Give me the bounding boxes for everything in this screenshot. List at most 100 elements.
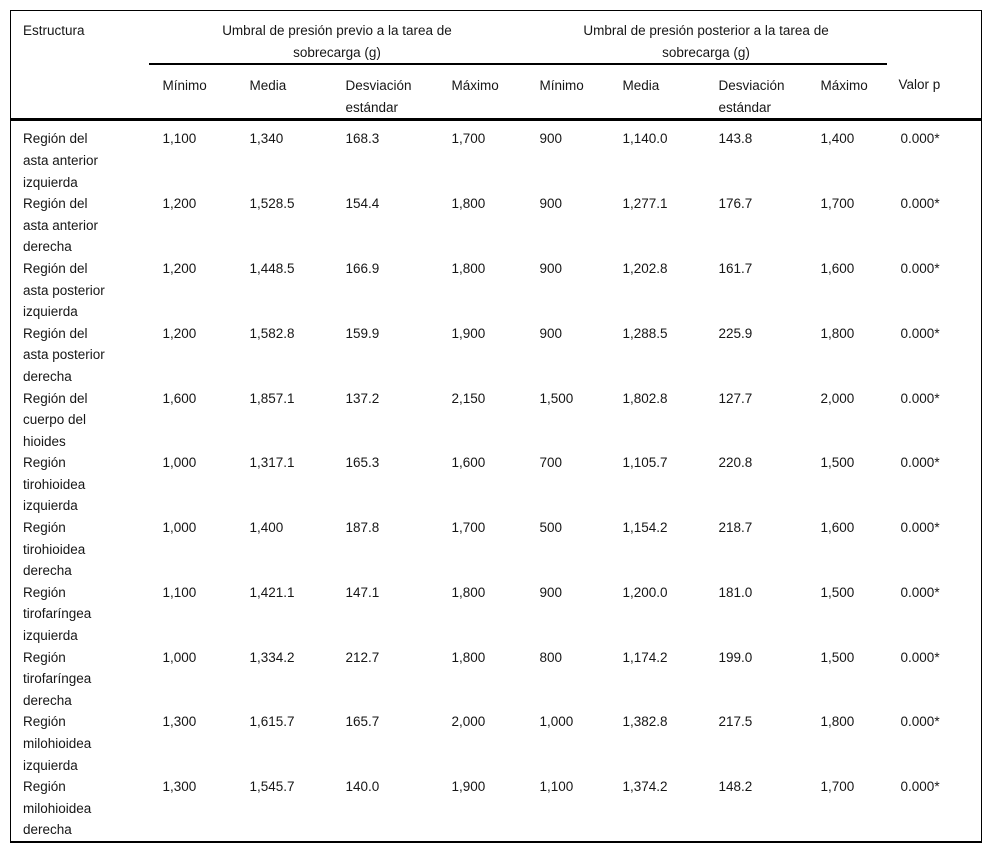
cell-post-maximo: 1,700 <box>820 196 855 212</box>
cell-prev-media: 1,334.2 <box>249 649 295 665</box>
cell-prev-minimo: 1,300 <box>162 714 197 730</box>
table-row: Región del asta posterior derecha 1,200 … <box>11 323 982 388</box>
cell-post-minimo: 700 <box>539 455 563 471</box>
column-header-prev-desviacion: Desviación estándar <box>331 64 438 122</box>
cell-post-media: 1,202.8 <box>622 260 668 276</box>
header-spacer <box>887 11 982 65</box>
cell-post-maximo: 1,400 <box>820 131 855 147</box>
cell-prev-media: 1,340 <box>249 131 284 147</box>
cell-valor-p: 0.000* <box>900 131 940 147</box>
cell-prev-desviacion: 168.3 <box>345 131 380 147</box>
cell-prev-minimo: 1,000 <box>162 455 197 471</box>
table-row: Región tirohioidea derecha 1,000 1,400 1… <box>11 517 982 582</box>
column-header-post-media: Media <box>608 64 705 122</box>
cell-prev-maximo: 1,800 <box>451 196 486 212</box>
pressure-threshold-table: Estructura Umbral de presión previo a la… <box>10 10 983 843</box>
cell-post-media: 1,140.0 <box>622 131 668 147</box>
column-header-prev-minimo: Mínimo <box>148 64 236 122</box>
cell-prev-maximo: 1,900 <box>451 325 486 341</box>
cell-valor-p: 0.000* <box>900 196 940 212</box>
cell-post-media: 1,154.2 <box>622 520 668 536</box>
cell-post-media: 1,802.8 <box>622 390 668 406</box>
cell-post-desviacion: 199.0 <box>718 649 753 665</box>
table-row: Región del cuerpo del hioides 1,600 1,85… <box>11 388 982 453</box>
table-row: Región milohioidea derecha 1,300 1,545.7… <box>11 776 982 842</box>
cell-prev-minimo: 1,200 <box>162 260 197 276</box>
cell-post-desviacion: 148.2 <box>718 779 753 795</box>
cell-prev-maximo: 1,600 <box>451 455 486 471</box>
table-row: Región del asta anterior derecha 1,200 1… <box>11 193 982 258</box>
column-group-umbral-posterior: Umbral de presión posterior a la tarea d… <box>525 10 887 66</box>
cell-post-maximo: 1,600 <box>820 260 855 276</box>
cell-prev-minimo: 1,600 <box>162 390 197 406</box>
cell-post-desviacion: 217.5 <box>718 714 753 730</box>
cell-post-media: 1,288.5 <box>622 325 668 341</box>
column-group-umbral-previo: Umbral de presión previo a la tarea de s… <box>148 10 526 66</box>
cell-estructura: Región del asta posterior derecha <box>23 325 105 384</box>
cell-valor-p: 0.000* <box>900 260 940 276</box>
header-spacer <box>10 64 149 122</box>
cell-prev-desviacion: 166.9 <box>345 260 380 276</box>
cell-estructura: Región milohioidea izquierda <box>23 714 92 773</box>
table-row: Región tirohioidea izquierda 1,000 1,317… <box>11 452 982 517</box>
cell-prev-desviacion: 165.7 <box>345 714 380 730</box>
cell-post-desviacion: 127.7 <box>718 390 753 406</box>
cell-post-minimo: 1,100 <box>539 779 574 795</box>
cell-post-media: 1,174.2 <box>622 649 668 665</box>
cell-post-maximo: 1,500 <box>820 649 855 665</box>
cell-estructura: Región tirohioidea izquierda <box>23 455 86 514</box>
cell-post-desviacion: 181.0 <box>718 584 753 600</box>
cell-post-minimo: 500 <box>539 520 563 536</box>
cell-valor-p: 0.000* <box>900 714 940 730</box>
cell-post-maximo: 1,500 <box>820 584 855 600</box>
cell-estructura: Región tirohioidea derecha <box>23 520 86 579</box>
cell-prev-media: 1,528.5 <box>249 196 295 212</box>
column-header-post-minimo: Mínimo <box>525 64 609 122</box>
cell-prev-desviacion: 154.4 <box>345 196 380 212</box>
cell-prev-desviacion: 147.1 <box>345 584 380 600</box>
cell-prev-minimo: 1,200 <box>162 196 197 212</box>
cell-prev-desviacion: 187.8 <box>345 520 380 536</box>
cell-post-minimo: 800 <box>539 649 563 665</box>
cell-post-maximo: 1,500 <box>820 455 855 471</box>
cell-valor-p: 0.000* <box>900 584 940 600</box>
table-row: Región tirofaríngea derecha 1,000 1,334.… <box>11 647 982 712</box>
cell-post-maximo: 1,800 <box>820 325 855 341</box>
column-header-estructura: Estructura <box>23 23 85 38</box>
cell-prev-minimo: 1,100 <box>162 131 197 147</box>
cell-post-media: 1,374.2 <box>622 779 668 795</box>
cell-post-media: 1,382.8 <box>622 714 668 730</box>
cell-post-minimo: 900 <box>539 584 563 600</box>
cell-post-maximo: 1,600 <box>820 520 855 536</box>
column-header-valor-p: Valor p <box>886 64 982 122</box>
table-row: Región milohioidea izquierda 1,300 1,615… <box>11 711 982 776</box>
cell-post-media: 1,105.7 <box>622 455 668 471</box>
table-row: Región del asta anterior izquierda 1,100… <box>11 120 982 193</box>
cell-prev-minimo: 1,200 <box>162 325 197 341</box>
cell-prev-maximo: 1,700 <box>451 131 486 147</box>
sub-header-row: Mínimo Media Desviación estándar Máximo … <box>10 64 982 122</box>
cell-post-minimo: 1,000 <box>539 714 574 730</box>
column-header-post-maximo: Máximo <box>806 64 887 122</box>
cell-prev-media: 1,545.7 <box>249 779 295 795</box>
cell-prev-desviacion: 140.0 <box>345 779 380 795</box>
cell-prev-desviacion: 212.7 <box>345 649 380 665</box>
cell-post-maximo: 1,800 <box>820 714 855 730</box>
cell-prev-media: 1,421.1 <box>249 584 295 600</box>
table-header: Estructura Umbral de presión previo a la… <box>10 10 982 122</box>
cell-post-desviacion: 220.8 <box>718 455 753 471</box>
table-body: Región del asta anterior izquierda 1,100… <box>11 120 982 842</box>
cell-post-maximo: 2,000 <box>820 390 855 406</box>
cell-post-desviacion: 218.7 <box>718 520 753 536</box>
cell-post-desviacion: 225.9 <box>718 325 753 341</box>
cell-prev-media: 1,615.7 <box>249 714 295 730</box>
group-header-row: Estructura Umbral de presión previo a la… <box>11 10 982 66</box>
table-row: Región del asta posterior izquierda 1,20… <box>11 258 982 323</box>
cell-estructura: Región tirofaríngea derecha <box>23 649 92 708</box>
cell-post-desviacion: 161.7 <box>718 260 753 276</box>
cell-post-desviacion: 176.7 <box>718 196 753 212</box>
cell-post-minimo: 900 <box>539 196 563 212</box>
cell-valor-p: 0.000* <box>900 325 940 341</box>
column-header-prev-media: Media <box>235 64 332 122</box>
